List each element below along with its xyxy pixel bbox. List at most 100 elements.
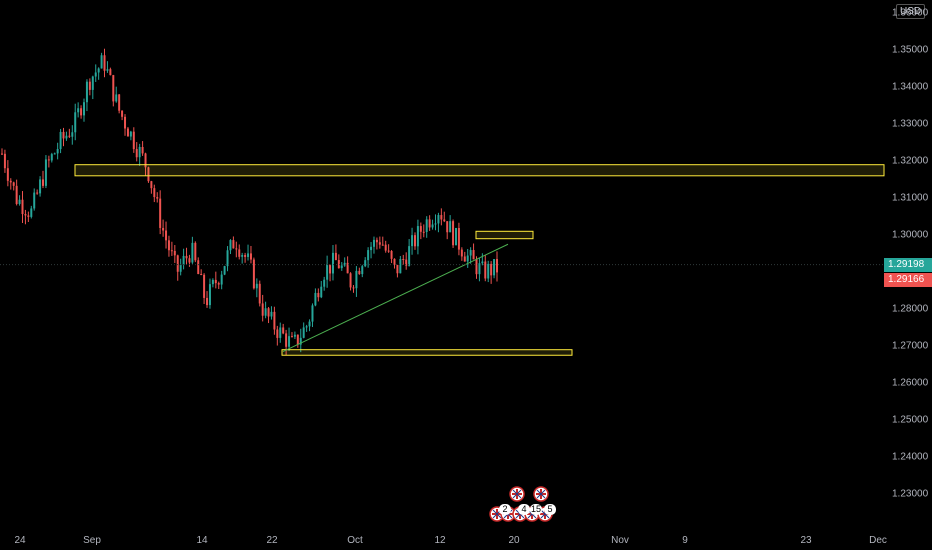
candle-body (100, 55, 103, 69)
event-count-badge[interactable]: 2 (502, 504, 507, 514)
candle-body (109, 69, 112, 76)
candle-body (387, 250, 390, 252)
price-tick-label: 1.28000 (892, 303, 929, 315)
candle-body (393, 258, 396, 265)
candle-body (15, 185, 18, 204)
event-count-badge[interactable]: 5 (547, 504, 552, 514)
candle-body (65, 135, 68, 139)
time-tick-label: Dec (869, 535, 887, 546)
price-tick-label: 1.32000 (892, 155, 929, 167)
candle-body (159, 198, 162, 228)
candle-body (247, 253, 250, 257)
candle-body (431, 224, 434, 228)
candle-body (229, 240, 232, 251)
candle-body (449, 221, 452, 233)
candle-body (91, 76, 94, 90)
candle-body (317, 292, 320, 298)
candle-body (343, 262, 346, 266)
candle-body (244, 255, 247, 257)
time-tick-label: Nov (611, 535, 629, 546)
candle-body (384, 244, 387, 251)
uk-flag-icon[interactable] (509, 486, 525, 502)
candle-body (103, 55, 106, 71)
candle-body (176, 255, 179, 272)
candle-body (258, 283, 261, 304)
candle-body (487, 263, 490, 279)
candle-body (83, 102, 86, 116)
candle-body (396, 264, 399, 274)
candle-body (235, 248, 238, 250)
candle-body (478, 263, 481, 275)
candle-body (416, 226, 419, 247)
price-axis[interactable]: 1.35000 1.34000 1.33000 1.32000 1.31000 1.300… (884, 0, 932, 530)
candle-body (349, 273, 352, 288)
candle-body (305, 326, 308, 328)
currency-label[interactable]: USD (896, 4, 926, 19)
candle-body (238, 249, 241, 257)
candle-body (191, 242, 194, 263)
time-tick-label: Sep (83, 535, 101, 546)
time-tick-label: Oct (347, 535, 363, 546)
supply-demand-zones[interactable] (74, 164, 885, 356)
candle-body (346, 262, 349, 274)
candle-body (320, 286, 323, 298)
event-count-badge-bg (530, 504, 542, 515)
time-axis[interactable]: 24 Sep 14 22 Oct 12 20 Nov 9 23 Dec (0, 530, 887, 550)
candle-body (241, 255, 244, 257)
candle-body (1, 153, 3, 155)
candle-body (50, 154, 53, 161)
time-tick-label: 20 (508, 535, 520, 546)
candle-body (493, 259, 496, 276)
event-count-badge[interactable]: 4 (521, 504, 526, 514)
zone-rectangle (74, 164, 885, 177)
candle-body (206, 297, 209, 306)
candle-body (337, 260, 340, 269)
candle-body (255, 283, 258, 289)
candle-body (381, 244, 384, 246)
candle-body (302, 327, 305, 338)
candle-body (390, 251, 393, 259)
candle-body (39, 179, 42, 194)
event-count-badge-bg (544, 504, 556, 515)
candle-body (42, 179, 45, 186)
candle-body (446, 221, 449, 233)
candle-body (47, 159, 50, 161)
candle-body (411, 235, 414, 247)
candle-body (162, 227, 165, 231)
time-tick-label: 9 (682, 535, 688, 546)
candle-body (434, 223, 437, 225)
candle-body (340, 265, 343, 269)
time-tick-label: 12 (434, 535, 446, 546)
candle-body (452, 221, 455, 246)
event-count-badge-bg (499, 504, 511, 515)
candle-body (270, 311, 273, 317)
candle-body (138, 146, 141, 158)
candle-body (6, 168, 9, 181)
economic-events-row[interactable]: 2 4 15 5 (489, 486, 556, 522)
candle-body (290, 336, 293, 338)
candle-body (170, 250, 173, 252)
candle-body (299, 337, 302, 345)
candle-body (74, 112, 77, 133)
price-tick-label: 1.36000 (892, 7, 929, 19)
candle-body (179, 264, 182, 272)
candle-body (232, 240, 235, 249)
candle-body (167, 240, 170, 251)
candle-body (481, 261, 484, 264)
event-count-badge[interactable]: 15 (531, 504, 541, 514)
trendline[interactable] (282, 243, 509, 353)
candle-body (21, 199, 24, 215)
candle-body (71, 132, 74, 137)
price-tick-label: 1.30000 (892, 229, 929, 241)
candle-body (425, 219, 428, 232)
candle-body (367, 250, 370, 261)
candle-body (355, 270, 358, 289)
uk-flag-icon[interactable] (533, 486, 549, 502)
candle-body (472, 250, 475, 260)
candle-body (399, 258, 402, 274)
candle-body (44, 159, 47, 186)
candle-body (282, 327, 285, 334)
candle-body (68, 135, 71, 137)
candle-body (85, 81, 88, 103)
